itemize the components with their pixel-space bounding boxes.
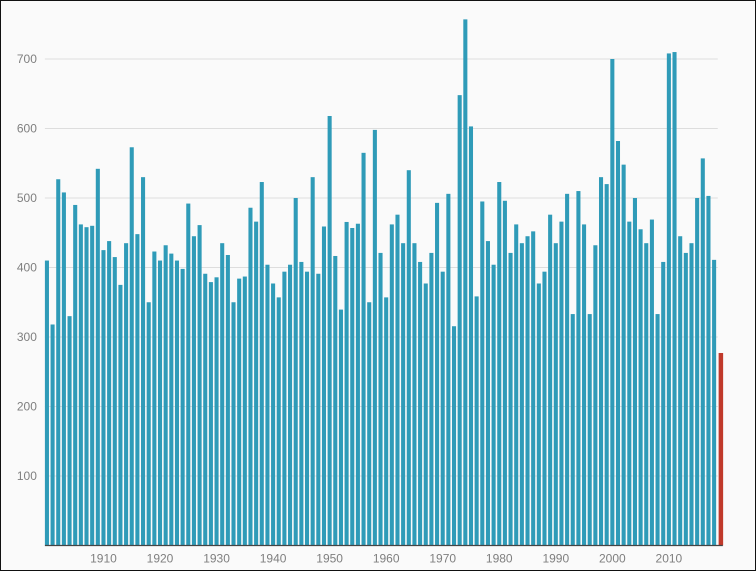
svg-text:2000: 2000	[599, 552, 626, 566]
svg-text:500: 500	[17, 191, 37, 205]
svg-text:100: 100	[17, 469, 37, 483]
svg-text:1990: 1990	[542, 552, 569, 566]
svg-text:1950: 1950	[316, 552, 343, 566]
svg-text:1920: 1920	[147, 552, 174, 566]
svg-text:200: 200	[17, 400, 37, 414]
svg-text:1970: 1970	[429, 552, 456, 566]
svg-text:400: 400	[17, 261, 37, 275]
svg-text:1930: 1930	[203, 552, 230, 566]
svg-text:1960: 1960	[373, 552, 400, 566]
svg-text:2010: 2010	[656, 552, 683, 566]
svg-text:600: 600	[17, 122, 37, 136]
svg-text:1980: 1980	[486, 552, 513, 566]
svg-text:300: 300	[17, 330, 37, 344]
svg-text:1910: 1910	[90, 552, 117, 566]
svg-text:1940: 1940	[260, 552, 287, 566]
svg-text:700: 700	[17, 52, 37, 66]
